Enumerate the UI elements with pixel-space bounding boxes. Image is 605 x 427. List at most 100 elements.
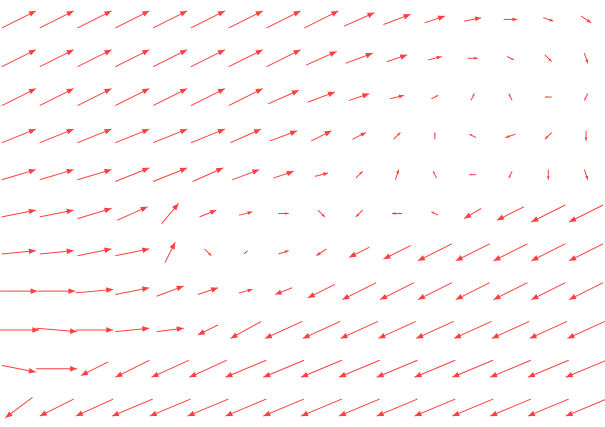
arrow (544, 54, 553, 62)
arrow (304, 10, 339, 29)
arrow (583, 93, 589, 101)
arrow-head (106, 287, 114, 293)
arrow (543, 17, 554, 22)
arrow-head (376, 410, 385, 417)
arrow-head (508, 175, 511, 179)
arrow (266, 49, 301, 68)
arrow-head (455, 255, 464, 261)
arrow-shaft (376, 398, 418, 417)
arrow-head (355, 213, 360, 217)
arrow (452, 359, 494, 378)
arrow (228, 49, 264, 68)
arrow-head (567, 333, 575, 339)
arrow (431, 94, 439, 100)
arrow-head (179, 129, 188, 135)
arrow (266, 10, 301, 29)
arrow (187, 398, 229, 417)
arrow-head (104, 168, 112, 175)
arrow-shaft (225, 398, 267, 417)
arrow-head (251, 169, 260, 175)
arrow-shaft (376, 359, 418, 378)
arrow-head (66, 129, 74, 135)
arrow (568, 204, 604, 223)
arrow-head (322, 172, 329, 177)
arrow-shaft (527, 398, 569, 417)
arrow-head (435, 95, 439, 98)
arrow-head (141, 10, 150, 17)
arrow-head (28, 10, 36, 17)
arrow-head (255, 49, 263, 56)
arrow-head (69, 328, 78, 334)
arrow-head (247, 211, 253, 215)
arrow-head (66, 49, 74, 56)
arrow-head (399, 54, 408, 60)
arrow-head (104, 49, 112, 56)
arrow (394, 169, 400, 180)
arrow-head (366, 12, 375, 19)
arrow-head (391, 212, 396, 215)
arrow-shaft (452, 398, 494, 417)
arrow (197, 324, 219, 336)
arrow (230, 321, 262, 339)
arrow (190, 88, 226, 106)
arrow-head (142, 326, 150, 332)
arrow-head (469, 134, 473, 137)
arrow-head (141, 286, 150, 292)
arrow (489, 398, 532, 417)
arrow-head (433, 171, 436, 175)
arrow-shaft (263, 398, 305, 417)
arrow-head (141, 49, 150, 56)
arrow (225, 398, 267, 417)
arrow (415, 320, 454, 339)
arrow (568, 243, 604, 262)
arrow-head (376, 371, 385, 378)
arrow (493, 243, 528, 262)
arrow (307, 91, 336, 103)
arrow-head (474, 16, 482, 22)
arrow-head (30, 288, 38, 294)
arrow-head (361, 93, 370, 99)
arrow (190, 49, 226, 68)
arrow-head (70, 365, 78, 372)
arrow-head (172, 203, 179, 211)
arrow-head (179, 10, 188, 17)
arrow (149, 398, 191, 417)
arrow (383, 13, 411, 25)
arrow (417, 243, 453, 262)
arrow-head (531, 294, 539, 300)
arrow-head (197, 329, 206, 336)
arrow (348, 246, 370, 258)
arrow-head (493, 255, 501, 261)
arrow (391, 212, 403, 215)
arrow (508, 171, 513, 179)
arrow (115, 128, 150, 144)
arrow (583, 52, 589, 64)
arrow (115, 326, 150, 333)
arrow (161, 202, 180, 225)
arrow (238, 211, 253, 216)
arrow (232, 169, 260, 181)
arrow (38, 288, 76, 294)
arrow-shaft (414, 359, 456, 378)
arrow-head (104, 88, 112, 95)
arrow-shaft (527, 359, 569, 378)
arrow (264, 320, 303, 339)
arrow-head (264, 333, 273, 339)
arrow (115, 49, 150, 68)
arrow-head (141, 129, 150, 135)
arrow (431, 211, 439, 216)
arrow (77, 88, 112, 106)
arrow-head (529, 333, 538, 339)
arrow-head (431, 211, 435, 214)
arrow-head (321, 213, 325, 217)
arrow-head (569, 294, 577, 300)
arrow (1, 128, 37, 144)
arrow (152, 10, 188, 29)
arrow-head (338, 410, 347, 417)
arrow-head (66, 208, 74, 215)
arrow-head (284, 250, 289, 254)
arrow-shaft (414, 398, 456, 417)
arrow (1, 364, 37, 374)
arrow-head (490, 410, 498, 417)
